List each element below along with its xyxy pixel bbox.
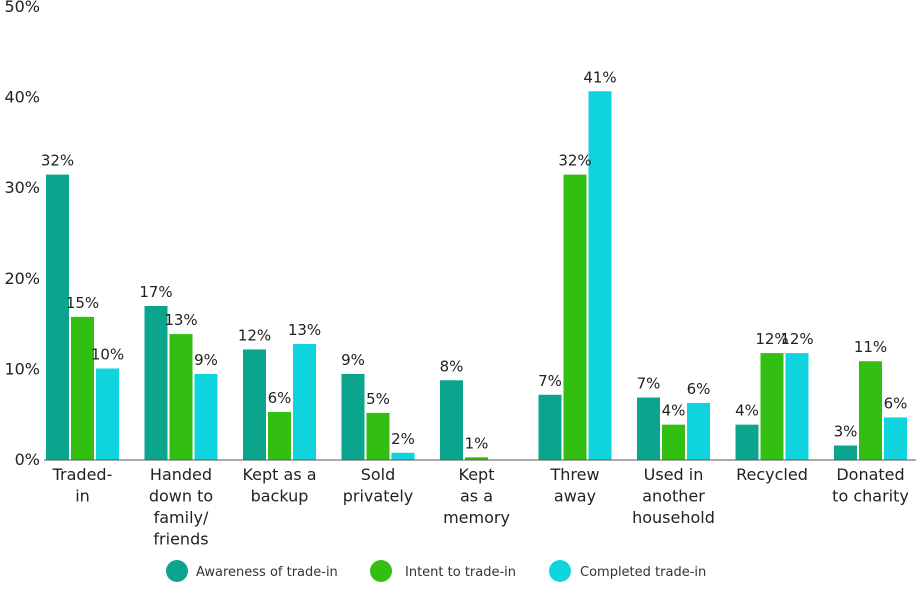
legend-label: Completed trade-in	[580, 565, 706, 580]
data-label: 7%	[637, 374, 661, 392]
bar	[194, 373, 218, 460]
bar	[563, 174, 587, 461]
bar	[391, 452, 415, 460]
bar	[662, 424, 685, 460]
data-label: 5%	[366, 390, 390, 408]
data-label: 12%	[755, 330, 788, 348]
bar	[144, 305, 168, 460]
bar	[859, 361, 882, 460]
legend-swatch	[370, 560, 392, 582]
bar	[687, 402, 710, 460]
bar	[735, 424, 759, 460]
bar	[440, 380, 463, 460]
category-label: Handed down to family/friends	[149, 465, 213, 549]
category-label: Donated to charity	[832, 465, 909, 506]
data-label: 17%	[139, 283, 172, 301]
y-tick-label: 40%	[4, 88, 40, 107]
bar	[46, 174, 69, 461]
data-label: 11%	[854, 338, 887, 356]
bar	[71, 316, 94, 460]
bar	[637, 397, 660, 460]
y-tick-label: 50%	[4, 0, 40, 16]
data-label: 15%	[66, 294, 99, 312]
data-label: 32%	[558, 152, 591, 170]
data-label: 6%	[268, 389, 292, 407]
bar	[243, 349, 266, 460]
bar	[588, 91, 612, 461]
bar	[341, 373, 365, 460]
category-label: Kept as a backup	[242, 465, 316, 506]
data-label: 3%	[834, 423, 858, 441]
category-label: Recycled	[736, 465, 808, 484]
bar	[538, 394, 562, 460]
data-label: 13%	[288, 321, 321, 339]
y-axis: 0% 10% 20% 30% 40% 50%	[4, 0, 40, 469]
data-label: 1%	[465, 434, 489, 452]
data-label: 6%	[687, 380, 711, 398]
bars	[46, 91, 907, 461]
data-labels: 32%17%12%9% 8%7% 7%4%3%15%13%6% 5%1%32%4%12…	[41, 68, 908, 452]
legend-label: Awareness of trade-in	[196, 565, 338, 580]
legend-label: Intent to trade-in	[405, 565, 516, 580]
data-label: 9%	[194, 351, 218, 369]
y-tick-label: 20%	[4, 269, 40, 288]
data-label: 13%	[164, 311, 197, 329]
data-label: 4%	[662, 402, 686, 420]
bar	[293, 344, 316, 460]
bar	[884, 417, 907, 460]
category-label: Sold privately	[343, 465, 413, 506]
category-label: Threw away	[549, 465, 599, 506]
category-label: Kept as a memory	[443, 465, 510, 527]
y-tick-label: 30%	[4, 178, 40, 197]
y-tick-label: 10%	[4, 359, 40, 378]
bar	[760, 353, 784, 460]
legend-swatch	[166, 560, 188, 582]
bar	[96, 368, 119, 460]
legend: Awareness of trade-in Intent to trade-in C…	[166, 560, 706, 582]
bar	[785, 353, 809, 460]
bar	[169, 334, 193, 460]
data-label: 7%	[538, 372, 562, 390]
category-label: Traded-in	[52, 465, 113, 506]
data-label: 4%	[735, 402, 759, 420]
bar	[366, 412, 390, 460]
category-label: Used in another household	[632, 465, 715, 527]
data-label: 8%	[440, 357, 464, 375]
data-label: 2%	[391, 430, 415, 448]
data-label: 6%	[884, 394, 908, 412]
data-label: 41%	[583, 68, 616, 86]
legend-swatch	[549, 560, 571, 582]
bar	[834, 445, 857, 460]
data-label: 9%	[341, 351, 365, 369]
data-label: 12%	[780, 330, 813, 348]
data-label: 32%	[41, 152, 74, 170]
y-tick-label: 0%	[15, 450, 40, 469]
data-label: 12%	[238, 326, 271, 344]
x-axis-categories: Traded-in Handed down to family/friends Kept…	[52, 465, 909, 549]
bar	[268, 411, 291, 460]
bar	[465, 457, 488, 460]
data-label: 10%	[91, 345, 124, 363]
